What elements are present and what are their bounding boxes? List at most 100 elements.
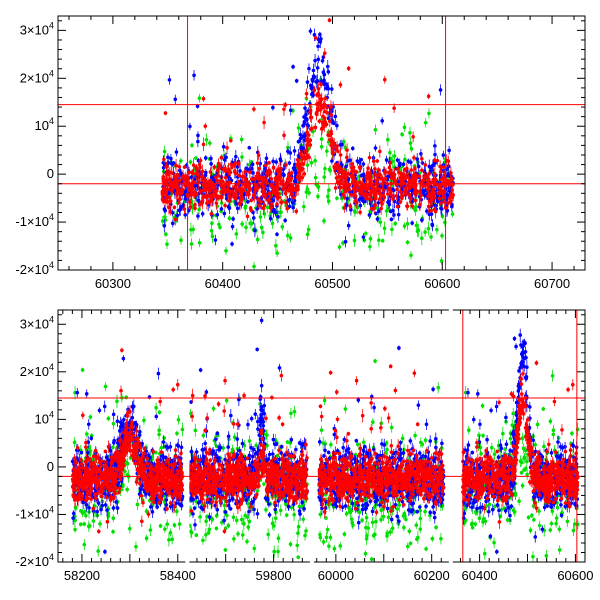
data-point bbox=[273, 210, 278, 215]
data-point bbox=[327, 119, 332, 123]
data-points bbox=[160, 18, 455, 270]
data-point bbox=[320, 105, 324, 110]
data-point bbox=[174, 175, 178, 180]
data-point bbox=[408, 141, 413, 145]
data-point bbox=[219, 155, 224, 160]
data-point bbox=[426, 204, 431, 209]
data-point bbox=[86, 422, 91, 427]
data-point bbox=[213, 238, 218, 242]
data-point bbox=[345, 148, 349, 152]
data-point bbox=[282, 133, 286, 138]
data-point bbox=[398, 200, 403, 204]
data-point bbox=[73, 527, 77, 532]
x-tick-label: 60600 bbox=[424, 276, 460, 291]
data-point bbox=[115, 506, 120, 510]
data-point bbox=[309, 160, 314, 165]
data-point bbox=[381, 188, 385, 192]
data-point bbox=[404, 191, 408, 196]
data-point bbox=[281, 187, 285, 191]
data-point bbox=[368, 192, 372, 196]
data-point bbox=[395, 158, 400, 162]
data-point bbox=[115, 399, 119, 404]
data-point bbox=[376, 187, 381, 191]
data-point bbox=[429, 169, 433, 174]
data-point bbox=[196, 139, 200, 144]
data-point bbox=[211, 192, 216, 197]
data-point bbox=[310, 79, 315, 83]
data-point bbox=[359, 173, 364, 178]
data-point bbox=[269, 177, 274, 181]
data-point bbox=[427, 172, 431, 176]
data-point bbox=[313, 58, 317, 63]
data-point bbox=[420, 168, 424, 173]
data-point bbox=[203, 124, 208, 128]
data-point bbox=[188, 124, 192, 129]
data-point bbox=[446, 201, 450, 205]
data-point bbox=[289, 187, 293, 192]
data-point bbox=[175, 191, 180, 195]
data-point bbox=[84, 502, 89, 507]
data-point bbox=[343, 173, 348, 178]
data-point bbox=[201, 142, 206, 147]
data-point bbox=[106, 416, 111, 421]
data-point bbox=[255, 161, 260, 165]
data-point bbox=[257, 166, 262, 171]
data-point bbox=[157, 428, 162, 432]
data-point bbox=[209, 228, 214, 233]
data-point bbox=[416, 164, 421, 169]
data-point bbox=[278, 157, 283, 161]
data-point bbox=[425, 209, 429, 213]
data-point bbox=[420, 156, 424, 161]
data-point bbox=[214, 201, 219, 205]
data-point bbox=[198, 158, 203, 163]
data-point bbox=[162, 436, 167, 440]
data-point bbox=[344, 164, 348, 169]
data-point bbox=[390, 227, 394, 232]
data-point bbox=[426, 94, 431, 99]
data-point bbox=[162, 149, 167, 154]
data-point bbox=[384, 158, 389, 162]
data-point bbox=[439, 206, 443, 211]
data-point bbox=[224, 248, 228, 253]
data-point bbox=[234, 201, 238, 206]
data-point bbox=[361, 235, 366, 239]
data-point bbox=[228, 195, 233, 200]
data-point bbox=[183, 174, 188, 178]
data-point bbox=[283, 218, 287, 223]
data-point bbox=[354, 170, 359, 174]
data-point bbox=[423, 230, 427, 234]
data-point bbox=[294, 209, 299, 214]
data-point bbox=[207, 187, 211, 191]
data-point bbox=[218, 179, 222, 183]
data-point bbox=[138, 430, 142, 434]
data-point bbox=[409, 160, 413, 165]
data-point bbox=[79, 509, 83, 513]
data-point bbox=[288, 178, 292, 182]
data-point bbox=[235, 206, 240, 211]
data-point bbox=[401, 162, 406, 167]
data-point bbox=[371, 159, 376, 163]
data-point bbox=[306, 227, 311, 232]
data-point bbox=[396, 212, 401, 217]
data-point bbox=[316, 185, 321, 189]
data-point bbox=[438, 88, 443, 92]
data-point bbox=[85, 432, 89, 436]
data-point bbox=[392, 106, 396, 111]
data-point bbox=[259, 200, 263, 204]
y-tick-label: -1×104 bbox=[15, 212, 54, 229]
data-point bbox=[165, 195, 170, 199]
data-point bbox=[259, 225, 264, 230]
data-point bbox=[302, 172, 307, 176]
data-point bbox=[210, 199, 214, 203]
data-point bbox=[226, 167, 231, 172]
data-point bbox=[318, 32, 322, 37]
data-point bbox=[239, 191, 243, 196]
data-point bbox=[200, 174, 205, 178]
data-point bbox=[410, 221, 414, 225]
data-point bbox=[182, 176, 186, 181]
data-point bbox=[172, 205, 177, 210]
data-point bbox=[173, 217, 178, 222]
data-point bbox=[413, 166, 417, 171]
data-point bbox=[177, 197, 182, 202]
data-point bbox=[197, 162, 202, 167]
